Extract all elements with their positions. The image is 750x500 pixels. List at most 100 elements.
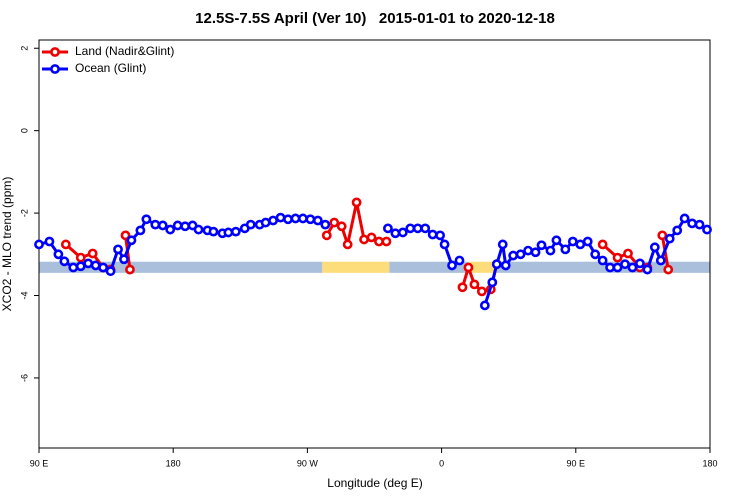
data-point [320, 219, 331, 230]
data-point [98, 262, 109, 273]
data-point [679, 213, 690, 224]
data-point [657, 230, 668, 241]
data-point [125, 264, 135, 275]
x-tick-label: 90 E [30, 458, 49, 468]
data-point [497, 239, 508, 250]
band-segment [389, 261, 469, 273]
data-point [321, 230, 332, 241]
data-point [663, 264, 674, 275]
data-point [469, 279, 480, 290]
data-point [165, 224, 176, 235]
data-point [59, 256, 70, 267]
data-point [420, 223, 431, 234]
data-point [627, 262, 638, 273]
x-tick-label: 90 E [567, 458, 586, 468]
data-point [463, 262, 474, 273]
data-point [119, 254, 129, 265]
data-point [515, 249, 526, 260]
data-point [536, 240, 547, 251]
data-point [298, 213, 308, 224]
x-tick-label: 90 W [297, 458, 319, 468]
data-point [126, 235, 137, 246]
data-point [351, 197, 362, 208]
data-point [245, 219, 256, 230]
data-point [383, 223, 393, 234]
data-point [141, 214, 152, 225]
data-point [87, 248, 98, 259]
data-point [597, 255, 608, 266]
data-point [635, 258, 645, 269]
data-point [336, 221, 347, 232]
data-point [105, 266, 116, 277]
data-point [479, 300, 490, 311]
data-point [172, 220, 183, 231]
data-point [180, 221, 191, 232]
data-point [223, 227, 234, 238]
data-point [476, 286, 487, 297]
data-point [290, 213, 301, 224]
data-point [454, 255, 465, 266]
data-point [397, 227, 408, 238]
data-point [113, 244, 123, 255]
data-point [268, 215, 279, 226]
data-point [664, 233, 675, 244]
legend-marker [50, 47, 60, 57]
data-point [208, 226, 219, 237]
y-tick-label: 2 [19, 46, 29, 51]
data-point [83, 258, 94, 269]
data-point [649, 242, 660, 253]
data-point [135, 225, 146, 236]
x-tick-label: 180 [166, 458, 181, 468]
data-point [329, 217, 340, 228]
data-point [405, 223, 416, 234]
chart-title: 12.5S-7.5S April (Ver 10) 2015-01-01 to … [195, 10, 555, 27]
data-point [427, 229, 438, 240]
legend-label: Land (Nadir&Glint) [75, 44, 174, 58]
data-point [605, 262, 615, 273]
data-point [260, 217, 271, 228]
x-tick-label: 180 [702, 458, 717, 468]
data-point [157, 220, 168, 231]
legend-marker [50, 64, 60, 74]
data-point [275, 212, 286, 223]
data-point [487, 277, 498, 288]
data-point [366, 232, 377, 243]
data-point [75, 252, 86, 263]
data-point [359, 234, 369, 245]
data-point [412, 223, 423, 234]
data-point [694, 219, 705, 230]
x-axis-label: Longitude (deg E) [327, 476, 422, 490]
y-tick-label: -6 [19, 374, 29, 382]
data-point [530, 247, 541, 258]
data-point [597, 239, 608, 250]
data-point [381, 236, 392, 247]
data-point [342, 239, 353, 250]
data-point [500, 260, 511, 271]
data-point [75, 261, 86, 272]
data-point [44, 236, 55, 247]
data-point [283, 214, 293, 225]
legend-label: Ocean (Glint) [75, 61, 146, 75]
band-segment [468, 261, 497, 273]
band-segment [39, 261, 323, 273]
x-tick-label: 0 [439, 458, 444, 468]
data-point [508, 250, 519, 261]
data-point [567, 236, 578, 247]
data-point [523, 245, 533, 256]
data-point [120, 230, 131, 241]
band-segment [322, 261, 390, 273]
data-point [642, 264, 653, 275]
data-point [551, 235, 562, 246]
data-point [230, 226, 241, 237]
data-point [53, 249, 64, 260]
data-point [435, 230, 446, 241]
data-point [655, 255, 666, 266]
data-point [439, 239, 450, 250]
data-point [457, 282, 468, 293]
y-tick-label: -2 [19, 209, 29, 217]
data-point [193, 224, 204, 235]
data-point [305, 214, 316, 225]
data-point [491, 259, 502, 270]
data-point [447, 260, 457, 271]
